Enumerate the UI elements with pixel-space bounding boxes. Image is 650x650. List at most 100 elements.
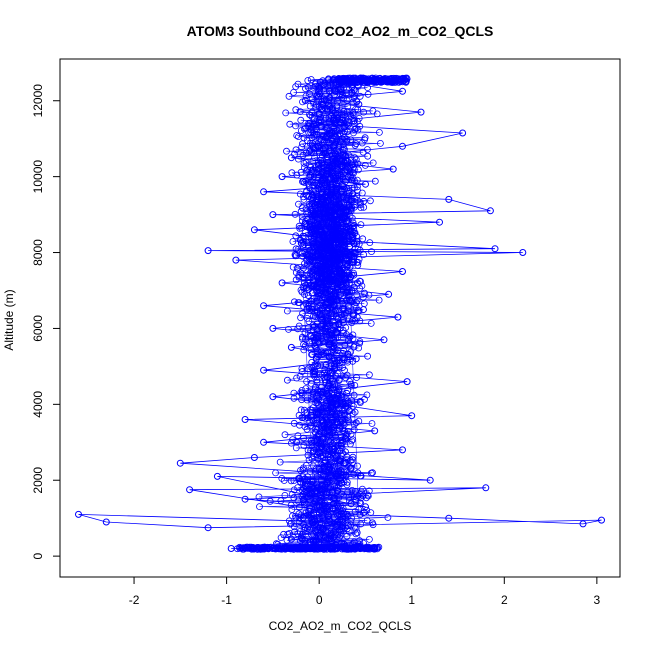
data-point — [330, 334, 338, 342]
data-point — [304, 77, 312, 84]
data-point — [307, 129, 315, 137]
data-point — [298, 335, 306, 343]
data-point — [324, 349, 332, 357]
data-point — [294, 80, 302, 88]
data-point — [338, 479, 346, 487]
data-point — [340, 393, 348, 401]
data-point — [324, 478, 332, 486]
data-point — [290, 298, 298, 306]
data-point — [348, 437, 356, 445]
data-point — [204, 524, 212, 532]
data-point — [300, 159, 308, 167]
data-point — [369, 159, 377, 167]
data-point — [309, 368, 317, 376]
data-point — [343, 237, 351, 245]
data-point — [325, 114, 333, 121]
data-point — [357, 204, 365, 212]
data-point — [280, 530, 288, 538]
data-point — [304, 180, 312, 188]
data-point — [347, 172, 355, 180]
data-point — [311, 467, 319, 475]
data-point — [213, 472, 221, 480]
data-point — [362, 180, 369, 188]
data-point — [342, 459, 350, 467]
data-point — [186, 486, 194, 494]
data-point — [327, 529, 335, 537]
data-point — [314, 353, 322, 361]
data-point — [399, 87, 406, 95]
data-point — [308, 516, 316, 524]
data-point — [343, 288, 351, 296]
data-point — [338, 221, 346, 229]
data-point — [294, 484, 302, 492]
data-point — [312, 429, 320, 437]
data-point — [348, 169, 356, 177]
data-point — [285, 92, 293, 100]
data-point — [325, 352, 333, 360]
data-point — [331, 545, 338, 553]
data-point — [322, 361, 330, 369]
data-point — [295, 200, 302, 208]
data-point — [287, 535, 295, 543]
data-point — [277, 543, 285, 551]
data-point — [292, 232, 300, 240]
data-point — [328, 166, 336, 174]
data-point — [320, 230, 328, 238]
data-point — [296, 528, 304, 535]
data-point — [324, 483, 332, 491]
data-point — [362, 494, 370, 502]
data-point — [324, 76, 332, 84]
data-point — [359, 306, 367, 314]
data-point — [351, 154, 359, 162]
data-point — [371, 545, 379, 552]
data-point — [353, 232, 360, 240]
data-point — [294, 475, 302, 482]
data-point — [309, 192, 317, 199]
data-point — [371, 427, 379, 435]
data-point — [326, 126, 334, 134]
data-point — [300, 134, 308, 142]
data-point — [307, 163, 315, 171]
data-point — [394, 313, 402, 321]
data-point — [304, 216, 312, 224]
data-point — [297, 127, 305, 134]
data-point — [426, 476, 434, 484]
data-point — [316, 448, 324, 456]
data-point — [371, 177, 379, 185]
data-point — [328, 418, 336, 426]
data-point — [290, 394, 298, 402]
data-point — [328, 303, 336, 311]
data-point — [385, 78, 393, 86]
data-point — [278, 279, 286, 287]
data-point — [317, 255, 325, 263]
data-point — [313, 416, 321, 423]
data-point — [250, 226, 258, 234]
data-point — [339, 417, 346, 425]
x-tick-label: 0 — [316, 593, 323, 607]
data-point — [308, 358, 316, 366]
data-point — [307, 305, 315, 313]
data-point — [346, 457, 354, 465]
data-point — [260, 302, 268, 310]
data-point — [334, 256, 342, 264]
data-point — [312, 201, 319, 209]
data-point — [303, 314, 311, 322]
data-point — [320, 545, 328, 553]
data-point — [320, 255, 328, 263]
data-point — [335, 376, 343, 384]
data-point — [310, 232, 318, 240]
data-point — [292, 106, 300, 114]
data-point — [329, 191, 337, 199]
data-point — [339, 232, 347, 240]
data-point — [343, 510, 351, 518]
data-point — [304, 446, 312, 454]
data-point — [355, 100, 363, 108]
data-point — [356, 537, 364, 544]
y-axis-label: Altitude (m) — [2, 289, 16, 350]
data-point — [308, 518, 316, 526]
data-point — [300, 543, 308, 551]
data-point — [345, 77, 353, 85]
data-point — [306, 337, 314, 345]
data-point — [356, 339, 364, 347]
